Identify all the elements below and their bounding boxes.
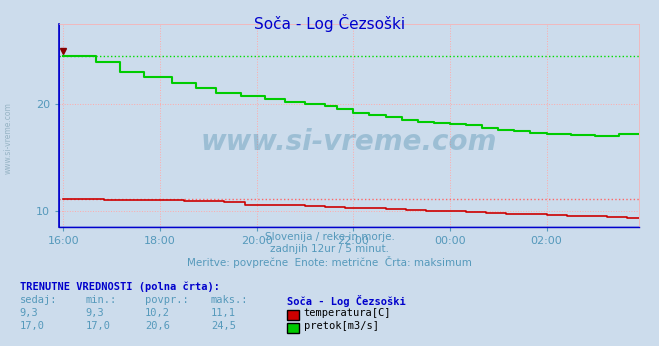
Text: Slovenija / reke in morje.: Slovenija / reke in morje. xyxy=(264,232,395,242)
Text: 17,0: 17,0 xyxy=(86,321,111,331)
Text: 11,1: 11,1 xyxy=(211,308,236,318)
Text: 24,5: 24,5 xyxy=(211,321,236,331)
Text: Soča - Log Čezsoški: Soča - Log Čezsoški xyxy=(254,14,405,32)
Text: www.si-vreme.com: www.si-vreme.com xyxy=(3,102,13,174)
Text: temperatura[C]: temperatura[C] xyxy=(304,308,391,318)
Text: maks.:: maks.: xyxy=(211,295,248,305)
Text: povpr.:: povpr.: xyxy=(145,295,188,305)
Text: 10,2: 10,2 xyxy=(145,308,170,318)
Text: pretok[m3/s]: pretok[m3/s] xyxy=(304,321,379,331)
Text: TRENUTNE VREDNOSTI (polna črta):: TRENUTNE VREDNOSTI (polna črta): xyxy=(20,282,219,292)
Text: 9,3: 9,3 xyxy=(86,308,104,318)
Text: 9,3: 9,3 xyxy=(20,308,38,318)
Text: zadnjih 12ur / 5 minut.: zadnjih 12ur / 5 minut. xyxy=(270,244,389,254)
Text: Soča - Log Čezsoški: Soča - Log Čezsoški xyxy=(287,295,405,307)
Text: 17,0: 17,0 xyxy=(20,321,45,331)
Text: min.:: min.: xyxy=(86,295,117,305)
Text: sedaj:: sedaj: xyxy=(20,295,57,305)
Text: www.si-vreme.com: www.si-vreme.com xyxy=(201,128,498,156)
Text: Meritve: povprečne  Enote: metrične  Črta: maksimum: Meritve: povprečne Enote: metrične Črta:… xyxy=(187,256,472,268)
Text: 20,6: 20,6 xyxy=(145,321,170,331)
